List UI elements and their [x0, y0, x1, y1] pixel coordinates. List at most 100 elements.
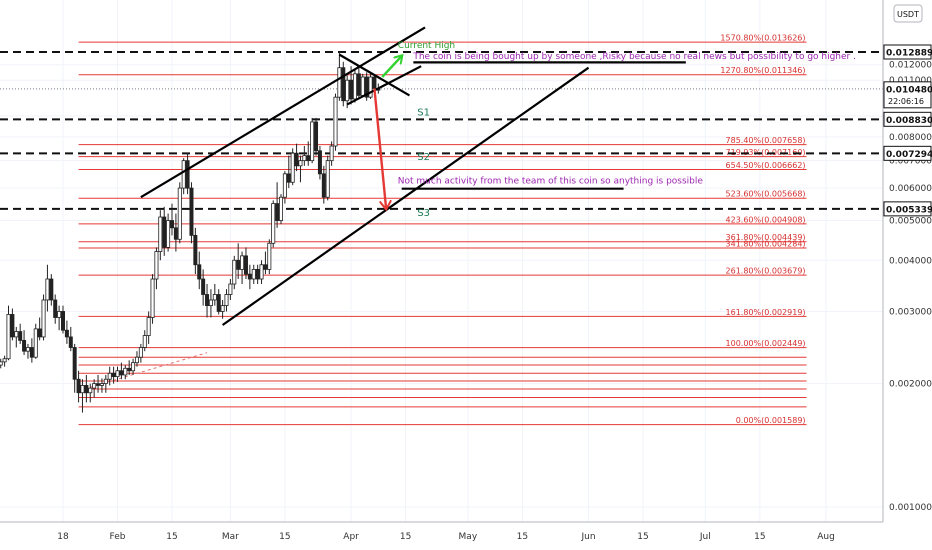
candle-body	[224, 294, 229, 307]
candle-body	[2, 358, 7, 363]
candle-body	[255, 268, 260, 280]
candle-body	[68, 336, 73, 348]
candle-body	[127, 367, 132, 372]
candle-body	[134, 356, 139, 364]
candle-body	[368, 76, 373, 98]
fib-level-label: 341.80%(0.004284)	[726, 240, 806, 249]
candle-body	[321, 173, 326, 198]
candle-body	[115, 370, 120, 378]
candle-body	[138, 347, 143, 358]
candle-body	[372, 76, 377, 89]
candle-body	[236, 259, 241, 270]
price-label-box	[883, 201, 932, 217]
fib-level-label: 1270.80%(0.011346)	[720, 66, 805, 75]
x-tick-label: Jun	[581, 532, 596, 542]
candle-body	[29, 347, 34, 358]
candle-body	[325, 160, 330, 198]
candle-body	[278, 196, 283, 221]
candle-body	[197, 264, 202, 280]
fib-level-label: 261.80%(0.003679)	[726, 267, 806, 276]
candle-body	[290, 152, 295, 183]
y-tick-label: 0.003000	[889, 307, 932, 317]
candle-body	[37, 328, 42, 338]
candle-body	[247, 273, 252, 280]
candle-body	[111, 372, 116, 378]
x-tick-label: Mar	[222, 532, 239, 542]
price-label-box	[883, 145, 932, 161]
y-tick-label: 0.006000	[889, 184, 932, 194]
candle-body	[158, 216, 163, 252]
price-label: 0.005339	[886, 205, 932, 215]
horizontal-price-lines	[0, 51, 883, 210]
time-axis[interactable]: 18 Feb 15 Mar 15 Apr 15 May 15 Jun 15 Jul 15 Aug	[57, 532, 835, 542]
x-tick-label: 18	[57, 532, 69, 542]
candle-body	[349, 79, 354, 100]
candle-body	[10, 314, 15, 338]
candle-body	[173, 227, 178, 240]
candle-body	[80, 385, 85, 394]
candle-body	[154, 251, 159, 280]
candle-body	[103, 378, 108, 385]
bought-up-note: The coin is being bought up by someone ,…	[412, 52, 856, 62]
candle-body	[0, 361, 3, 366]
candle-body	[185, 160, 190, 189]
candle-body	[329, 145, 334, 162]
x-tick-label: Apr	[343, 532, 359, 542]
down-arrow	[373, 88, 386, 208]
y-tick-label: 0.012000	[889, 61, 932, 71]
candle-body	[18, 331, 23, 341]
price-label: 0.010480	[886, 85, 932, 95]
candle-body	[33, 328, 38, 358]
candle-body	[282, 173, 287, 198]
fib-level-label: 361.80%(0.004439)	[726, 233, 806, 242]
candle-body	[314, 121, 319, 152]
currency-badge[interactable]: USDT	[893, 4, 923, 23]
candle-body	[337, 67, 342, 98]
price-label: 0.007294	[886, 150, 932, 160]
fib-level-label: 654.50%(0.006662)	[726, 161, 806, 170]
candle-body	[57, 311, 62, 318]
candle-body	[333, 96, 338, 147]
candle-body	[76, 378, 81, 394]
candle-body	[96, 383, 101, 386]
x-tick-label: Jul	[699, 532, 711, 542]
price-axis[interactable]: 0.001000 0.002000 0.003000 0.004000 0.005000…	[883, 44, 932, 513]
price-label: 0.012889	[886, 49, 932, 59]
candle-body	[84, 385, 89, 394]
support-label: S1	[417, 107, 430, 118]
candle-body	[99, 383, 104, 386]
candle-body	[298, 160, 303, 167]
candles	[0, 51, 381, 413]
candle-body	[259, 264, 264, 280]
fib-level-label: 100.00%(0.002449)	[726, 339, 806, 348]
candle-body	[123, 367, 128, 376]
x-tick-label: 15	[400, 532, 411, 542]
fib-level-label: 1570.80%(0.013626)	[720, 34, 805, 43]
candle-body	[216, 294, 221, 312]
trendline	[221, 66, 590, 326]
candle-body	[208, 299, 213, 307]
trendline	[338, 53, 411, 97]
y-tick-label: 0.001000	[889, 503, 932, 513]
candle-body	[275, 203, 280, 221]
candle-body	[364, 76, 369, 98]
candle-body	[14, 331, 19, 338]
candle-body	[88, 387, 93, 394]
candle-body	[169, 220, 174, 229]
candle-body	[131, 362, 136, 372]
y-tick-label: 0.011000	[889, 76, 932, 86]
candle-body	[212, 294, 217, 301]
candle-body	[162, 216, 167, 248]
candle-body	[119, 370, 124, 376]
fib-level-label: 161.80%(0.002919)	[726, 308, 806, 317]
trendline	[346, 65, 422, 106]
candle-body	[240, 255, 245, 270]
x-tick-label: 15	[166, 532, 177, 542]
currency-label: USDT	[897, 10, 919, 19]
fib-level-label: 785.40%(0.007658)	[726, 136, 806, 145]
candle-body	[64, 329, 69, 338]
price-label-box	[883, 111, 932, 127]
x-tick-label: 15	[279, 532, 290, 542]
